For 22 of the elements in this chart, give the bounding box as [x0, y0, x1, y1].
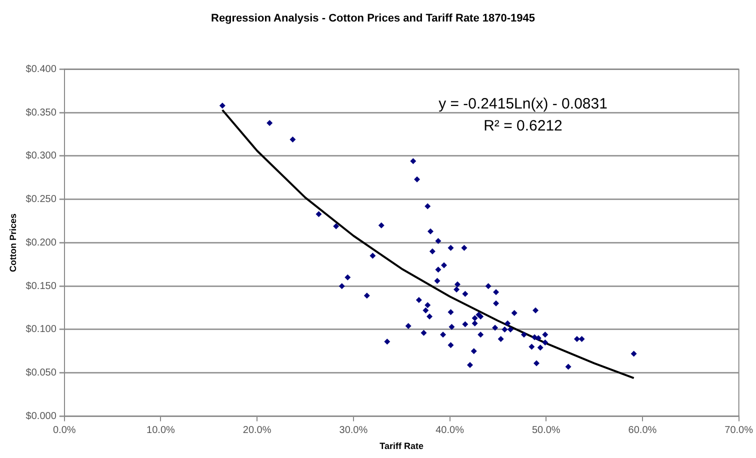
x-tick-label: 50.0%: [532, 424, 560, 436]
chart-title: Regression Analysis - Cotton Prices and Tariff Rate 1870-1945: [210, 12, 536, 25]
x-tick-label: 0.0%: [52, 424, 76, 436]
y-tick-label: $0.000: [26, 410, 57, 422]
y-tick-label: $0.200: [26, 237, 57, 248]
y-tick-label: $0.400: [26, 64, 57, 75]
y-tick-label: $0.300: [26, 150, 57, 162]
y-tick-label: $0.100: [26, 324, 57, 336]
y-tick-label: $0.150: [26, 280, 57, 292]
y-tick-label: $0.250: [26, 194, 57, 206]
x-tick-label: 30.0%: [339, 424, 368, 436]
y-tick-label: $0.050: [26, 368, 57, 379]
x-axis-title: Tariff Rate: [380, 441, 424, 452]
x-tick-label: 40.0%: [436, 424, 464, 436]
x-tick-label: 20.0%: [242, 424, 272, 436]
annotation: y = -0.2415Ln(x) - 0.0831: [438, 95, 608, 112]
x-tick-label: 10.0%: [146, 424, 176, 436]
annotation: R² = 0.6212: [484, 117, 562, 134]
x-tick-label: 70.0%: [724, 424, 754, 436]
x-tick-label: 60.0%: [628, 424, 657, 436]
y-tick-label: $0.350: [26, 107, 57, 118]
y-axis-title: Cotton Prices: [8, 213, 18, 272]
